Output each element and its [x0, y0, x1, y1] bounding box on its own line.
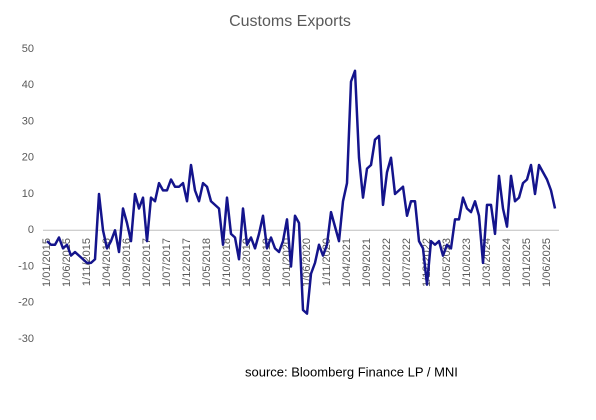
- y-tick-label: -30: [18, 333, 34, 345]
- y-tick-label: -20: [18, 297, 34, 309]
- data-line: [46, 69, 557, 315]
- x-tick-label: 1/07/2017: [161, 238, 173, 287]
- y-tick-label: 50: [22, 43, 34, 55]
- x-tick-label: 1/01/2015: [41, 238, 53, 287]
- x-tick-label: 1/08/2024: [501, 238, 513, 287]
- y-tick-label: 0: [28, 224, 34, 236]
- x-tick-label: 1/06/2025: [541, 238, 553, 287]
- y-tick-label: 10: [22, 188, 34, 200]
- x-tick-label: 1/07/2022: [401, 238, 413, 287]
- chart-title: Customs Exports: [229, 13, 351, 30]
- y-tick-label: 20: [22, 152, 34, 164]
- x-tick-label: 1/02/2017: [141, 238, 153, 287]
- x-tick-label: 1/04/2016: [101, 238, 113, 287]
- x-tick-label: 1/02/2022: [381, 238, 393, 287]
- x-tick-label: 1/10/2018: [221, 238, 233, 287]
- x-tick-label: 1/10/2023: [461, 238, 473, 287]
- x-tick-label: 1/01/2025: [521, 238, 533, 287]
- y-tick-label: 30: [22, 115, 34, 127]
- x-tick-label: 1/04/2021: [341, 238, 353, 287]
- y-tick-label: -10: [18, 260, 34, 272]
- source-note: source: Bloomberg Finance LP / MNI: [245, 364, 458, 379]
- x-tick-label: 1/08/2019: [261, 238, 273, 287]
- y-tick-label: 40: [22, 79, 34, 91]
- x-tick-label: 1/09/2016: [121, 238, 133, 287]
- x-tick-label: 1/03/2019: [241, 238, 253, 287]
- x-tick-label: 1/05/2018: [201, 238, 213, 287]
- x-tick-label: 1/09/2021: [361, 238, 373, 287]
- x-tick-label: 1/12/2017: [181, 238, 193, 287]
